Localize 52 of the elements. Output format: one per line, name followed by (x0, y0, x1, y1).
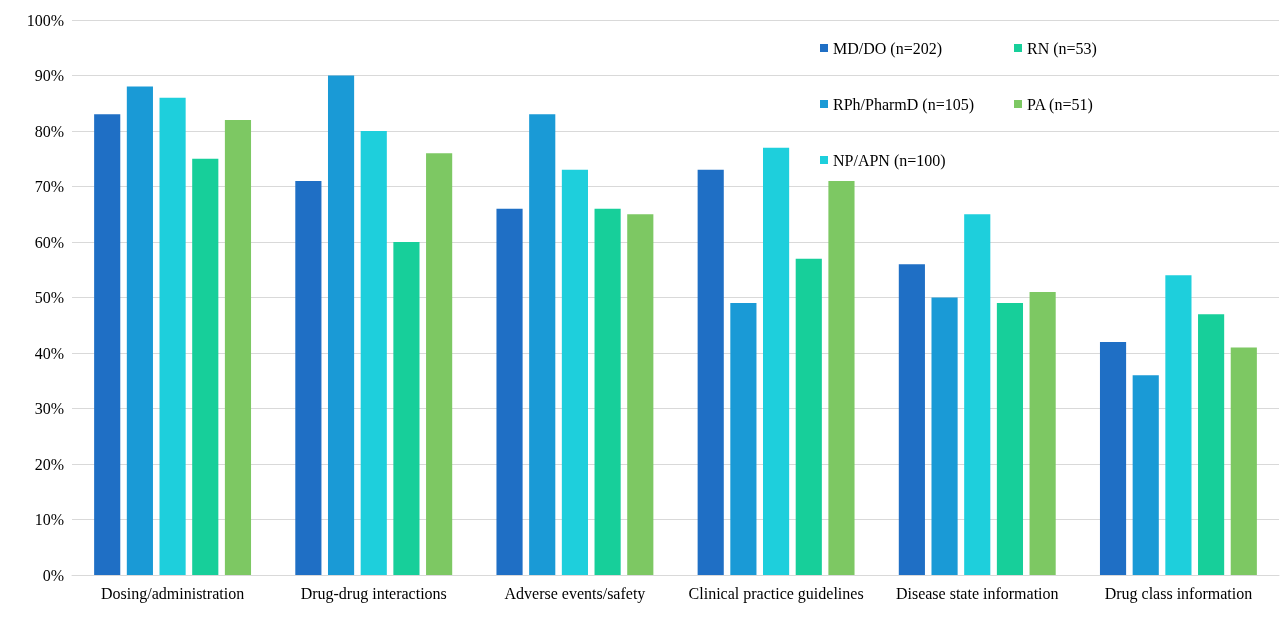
bar (192, 158, 219, 575)
legend-label: RN (n=53) (1027, 39, 1097, 58)
x-tick-label: Disease state information (895, 584, 1059, 602)
bar (94, 114, 121, 575)
bar (126, 86, 153, 575)
bar (393, 242, 420, 575)
x-tick-label: Dosing/administration (101, 584, 245, 603)
y-tick-label: 10% (34, 511, 64, 528)
bar (1029, 291, 1056, 575)
legend-label: RPh/PharmD (n=105) (833, 95, 975, 114)
y-tick-label: 50% (34, 289, 64, 306)
bar (964, 214, 991, 575)
bar (1198, 314, 1225, 575)
bar (1165, 275, 1192, 575)
bar (1099, 341, 1127, 575)
y-tick-label: 90% (34, 67, 64, 84)
bar (360, 131, 387, 575)
y-tick-label: 20% (34, 455, 64, 473)
bar (828, 180, 855, 575)
bar (1132, 375, 1159, 575)
legend-label: PA (n=51) (1027, 95, 1093, 114)
bar (426, 153, 453, 575)
bar (795, 258, 822, 575)
bar (159, 97, 186, 575)
bar (224, 119, 252, 575)
y-tick-label: 70% (34, 178, 64, 195)
bar (996, 303, 1024, 575)
y-tick-label: 40% (34, 344, 64, 362)
bar (697, 169, 724, 575)
bar (594, 208, 621, 575)
x-tick-label: Adverse events/safety (504, 584, 646, 603)
bar (931, 297, 958, 575)
bar (496, 208, 523, 575)
y-tick-label: 0% (42, 566, 64, 584)
legend-label: MD/DO (n=202) (833, 39, 943, 58)
y-tick-label: 80% (34, 122, 64, 140)
bar (627, 214, 654, 575)
bar (295, 180, 322, 575)
y-tick-label: 30% (34, 400, 64, 417)
bar (898, 264, 925, 575)
bar (529, 114, 556, 575)
bar (1230, 347, 1257, 575)
x-tick-label: Drug class information (1104, 584, 1253, 603)
bar (561, 169, 588, 575)
bar (730, 303, 757, 575)
legend-label: NP/APN (n=100) (833, 151, 946, 170)
bar (763, 147, 790, 575)
x-tick-label: Drug-drug interactions (300, 584, 447, 603)
bar (327, 75, 355, 575)
y-tick-label: 100% (26, 11, 64, 29)
x-tick-label: Clinical practice guidelines (688, 584, 864, 603)
y-tick-label: 60% (34, 233, 64, 251)
